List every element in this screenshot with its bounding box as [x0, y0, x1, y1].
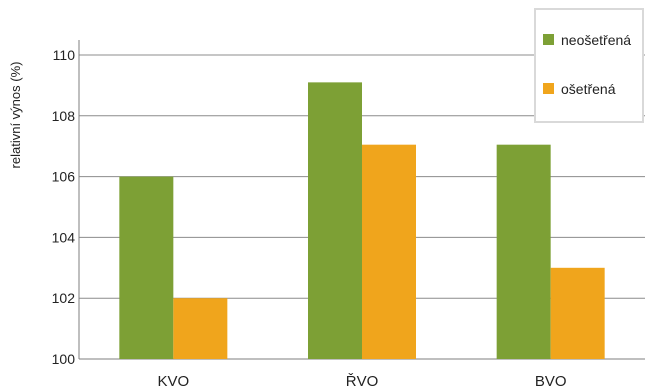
y-tick-label: 108 — [52, 108, 76, 124]
bar-ŘVO-ošetřená — [362, 144, 416, 359]
y-tick-label: 110 — [53, 47, 76, 63]
bar-BVO-neošetřená — [496, 144, 551, 359]
x-category-label: KVO — [157, 373, 189, 390]
x-axis-categories: KVO ŘVO BVO — [157, 373, 566, 390]
y-tick-label: 100 — [52, 351, 76, 367]
legend-box — [534, 8, 644, 123]
legend-swatch — [543, 34, 554, 45]
y-tick-label: 102 — [52, 290, 76, 306]
y-axis-label: relativní výnos (%) — [8, 62, 23, 169]
bar-ŘVO-neošetřená — [308, 82, 362, 360]
legend-swatch — [543, 83, 554, 94]
bar-KVO-ošetřená — [173, 298, 228, 359]
y-tick-label: 106 — [52, 169, 76, 185]
legend-label: ošetřená — [561, 81, 616, 97]
bar-BVO-ošetřená — [550, 267, 605, 359]
bars — [119, 82, 605, 360]
y-tick-label: 104 — [52, 229, 76, 245]
legend-label: neošetřená — [561, 32, 631, 48]
bar-KVO-neošetřená — [119, 176, 174, 359]
legend: neošetřená ošetřená — [534, 8, 644, 123]
x-category-label: BVO — [535, 373, 567, 390]
x-category-label: ŘVO — [346, 373, 379, 390]
y-axis-ticks: 100 102 104 106 108 110 — [52, 47, 76, 367]
